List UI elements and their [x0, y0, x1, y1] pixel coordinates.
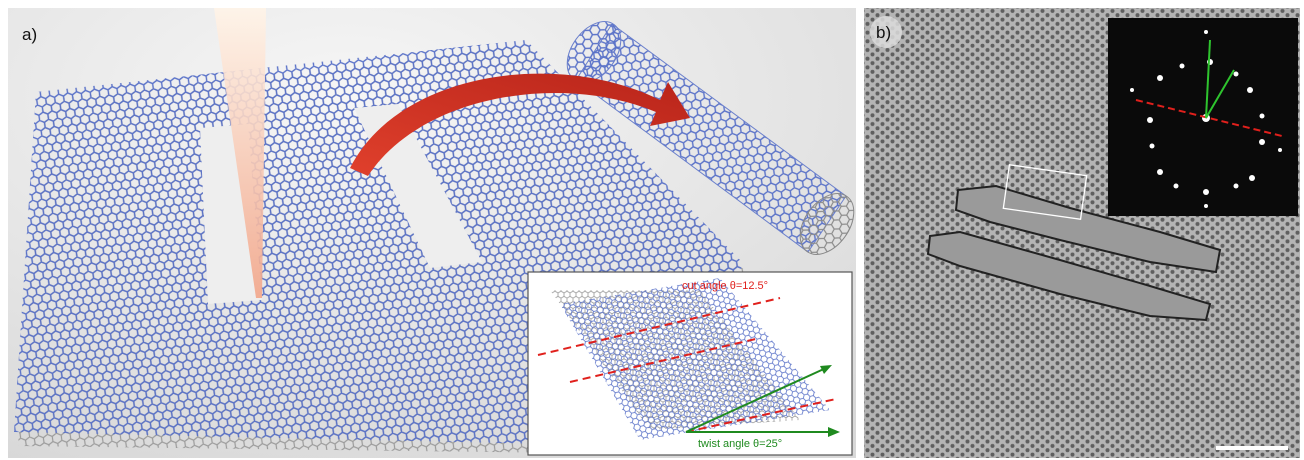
scale-bar — [1216, 446, 1288, 450]
panel-label: b) — [876, 23, 891, 42]
page: a) cut angle θ=12.5° twist angle θ=25° — [0, 0, 1304, 460]
panel-a: a) cut angle θ=12.5° twist angle θ=25° — [8, 8, 865, 458]
twist-angle-label: twist angle θ=25° — [698, 438, 782, 450]
figure: a) cut angle θ=12.5° twist angle θ=25° — [0, 0, 1304, 460]
cut-angle-label: cut angle θ=12.5° — [682, 280, 768, 292]
fft-inset — [1108, 18, 1298, 216]
panel-b: b) — [864, 8, 1300, 458]
panel-label: a) — [22, 25, 37, 44]
inset-schematic: cut angle θ=12.5° twist angle θ=25° — [528, 272, 852, 455]
